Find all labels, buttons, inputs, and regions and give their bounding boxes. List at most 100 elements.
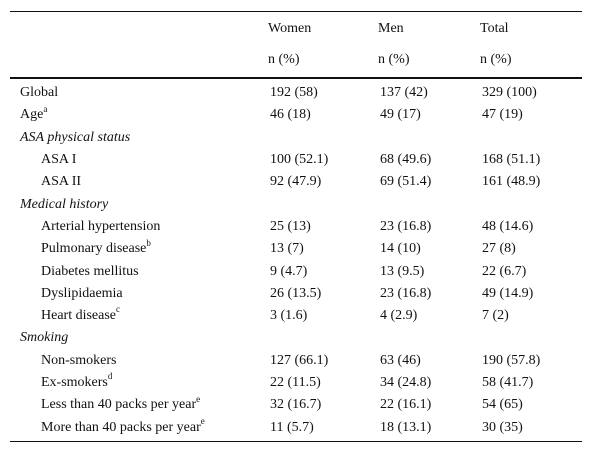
value-men: 68 (49.6) (380, 152, 432, 168)
row-label-cell: Heart diseasec (10, 305, 268, 327)
value-men: 63 (46) (380, 352, 421, 368)
section-row: ASA physical status (10, 127, 582, 149)
row-label: More than 40 packs per year (41, 419, 201, 435)
table-row: Agea 46 (18) 49 (17) 47 (19) (10, 104, 582, 126)
value-men: 18 (13.1) (378, 416, 480, 442)
row-label-cell: Pulmonary diseaseb (10, 238, 268, 260)
row-label-cell: ASA II (10, 171, 268, 193)
row-label: Ex-smokers (41, 375, 108, 390)
value-total: 7 (2) (482, 308, 509, 324)
value-women: 3 (1.6) (270, 308, 308, 324)
header-empty-cell (10, 11, 268, 44)
section-row: Medical history (10, 193, 582, 215)
table-row: Arterial hypertension 25 (13) 23 (16.8) 48 … (10, 216, 582, 238)
table-header: Women Men Total n (%) n (%) n (%) (10, 11, 582, 79)
value-men: 69 (51.4) (380, 174, 432, 190)
row-label-cell: Agea (10, 104, 268, 126)
row-label-cell: Ex-smokersd (10, 372, 268, 394)
footnote-marker: e (200, 415, 205, 426)
section-heading: Medical history (20, 196, 109, 212)
value-women: 11 (5.7) (268, 416, 378, 442)
value-women: 92 (47.9) (270, 174, 322, 190)
header-total: Total (480, 11, 582, 44)
value-men: 49 (17) (380, 107, 421, 123)
value-total: 190 (57.8) (482, 352, 541, 368)
value-men: 137 (42) (380, 85, 428, 101)
header-row-groups: Women Men Total (10, 11, 582, 44)
value-men: 22 (16.1) (380, 397, 432, 413)
row-label: Heart disease (41, 308, 117, 324)
header-row-units: n (%) n (%) n (%) (10, 44, 582, 79)
row-label: Less than 40 packs per year (41, 397, 197, 413)
header-unit-total: n (%) (480, 44, 582, 79)
header-unit-women: n (%) (268, 44, 378, 79)
value-total: 161 (48.9) (482, 174, 541, 190)
row-label: Non-smokers (41, 352, 117, 368)
value-men: 13 (9.5) (380, 263, 425, 279)
header-men: Men (378, 11, 480, 44)
value-men: 23 (16.8) (380, 218, 432, 234)
table-row: ASA I 100 (52.1) 68 (49.6) 168 (51.1) (10, 149, 582, 171)
footnote-marker: a (43, 103, 48, 114)
table-row: Heart diseasec 3 (1.6) 4 (2.9) 7 (2) (10, 305, 582, 327)
table-row: Dyslipidaemia 26 (13.5) 23 (16.8) 49 (14.9) (10, 283, 582, 305)
row-label: Diabetes mellitus (41, 263, 139, 279)
value-men: 34 (24.8) (380, 375, 432, 390)
value-total: 54 (65) (482, 397, 523, 413)
section-heading: ASA physical status (20, 129, 131, 145)
header-empty-cell (10, 44, 268, 79)
value-total: 22 (6.7) (482, 263, 527, 279)
row-label-cell: Diabetes mellitus (10, 260, 268, 282)
row-label-cell: Global (10, 78, 268, 104)
value-total: 49 (14.9) (482, 285, 534, 301)
value-total: 30 (35) (480, 416, 582, 442)
value-women: 13 (7) (270, 241, 304, 257)
value-total: 58 (41.7) (482, 375, 534, 390)
footnote-marker: d (107, 371, 113, 382)
header-women: Women (268, 11, 378, 44)
demographics-table-container: Women Men Total n (%) n (%) n (%) Global… (10, 11, 582, 442)
table-row: Non-smokers 127 (66.1) 63 (46) 190 (57.8) (10, 350, 582, 372)
value-total: 48 (14.6) (482, 218, 534, 234)
value-men: 14 (10) (380, 241, 421, 257)
value-women: 26 (13.5) (270, 285, 322, 301)
row-label: ASA II (41, 174, 82, 190)
value-women: 32 (16.7) (270, 397, 322, 413)
table-row: Pulmonary diseaseb 13 (7) 14 (10) 27 (8) (10, 238, 582, 260)
row-label-cell: More than 40 packs per yeare (10, 415, 268, 442)
value-total: 27 (8) (482, 241, 516, 257)
value-women: 25 (13) (270, 218, 311, 234)
table-row: Global 192 (58) 137 (42) 329 (100) (10, 78, 582, 104)
row-label: Age (20, 107, 44, 123)
value-total: 329 (100) (482, 85, 537, 101)
value-women: 9 (4.7) (270, 263, 308, 279)
row-label: Pulmonary disease (41, 241, 147, 257)
row-label-cell: Arterial hypertension (10, 216, 268, 238)
row-label-cell: ASA I (10, 149, 268, 171)
table-row: ASA II 92 (47.9) 69 (51.4) 161 (48.9) (10, 171, 582, 193)
section-heading: Smoking (20, 330, 69, 346)
footnote-marker: b (146, 237, 151, 248)
table-row: Diabetes mellitus 9 (4.7) 13 (9.5) 22 (6.7) (10, 260, 582, 282)
value-total: 47 (19) (482, 107, 523, 123)
row-label: Dyslipidaemia (41, 285, 123, 301)
table-body: Global 192 (58) 137 (42) 329 (100) Agea 46 (1… (10, 78, 582, 442)
table-row: More than 40 packs per yeare 11 (5.7) 18 (… (10, 415, 582, 442)
value-women: 127 (66.1) (270, 352, 329, 368)
table-row: Ex-smokersd 22 (11.5) 34 (24.8) 58 (41.7) (10, 372, 582, 394)
row-label: Arterial hypertension (41, 218, 161, 234)
value-men: 23 (16.8) (380, 285, 432, 301)
value-men: 4 (2.9) (380, 308, 418, 324)
row-label-cell: Dyslipidaemia (10, 283, 268, 305)
row-label: Global (20, 85, 59, 101)
table-row: Less than 40 packs per yeare 32 (16.7) 22 … (10, 394, 582, 416)
footnote-marker: e (196, 393, 201, 404)
row-label-cell: Non-smokers (10, 350, 268, 372)
value-women: 46 (18) (270, 107, 311, 123)
value-women: 22 (11.5) (270, 375, 321, 390)
demographics-table: Women Men Total n (%) n (%) n (%) Global… (10, 11, 582, 442)
row-label: ASA I (41, 152, 77, 168)
section-row: Smoking (10, 327, 582, 349)
value-women: 100 (52.1) (270, 152, 329, 168)
header-unit-men: n (%) (378, 44, 480, 79)
